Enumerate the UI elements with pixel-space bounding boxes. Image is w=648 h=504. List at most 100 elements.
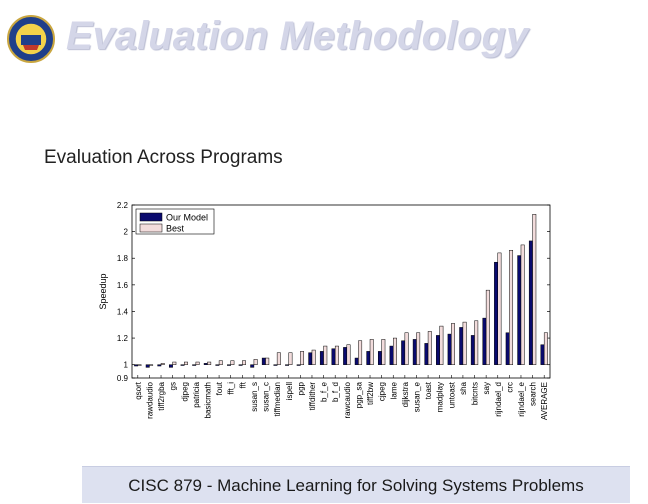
- footer-text: CISC 879 - Machine Learning for Solving …: [128, 476, 584, 495]
- y-axis-label: Speedup: [98, 273, 108, 309]
- bar-best: [439, 325, 444, 365]
- bar-our-model: [308, 352, 313, 365]
- x-tick-label: susan_e: [412, 381, 421, 412]
- x-tick-label: tiff2rgba: [157, 381, 166, 410]
- bar-best: [230, 360, 235, 365]
- university-seal-icon: [7, 15, 55, 63]
- x-tick-label: pgp_sa: [354, 381, 363, 408]
- bar-our-model: [285, 364, 290, 366]
- bar-our-model: [180, 364, 185, 366]
- bar-best: [462, 321, 467, 365]
- bar-best: [300, 351, 305, 365]
- bar-best: [532, 214, 537, 365]
- x-tick-label: rawcaudio: [343, 381, 352, 418]
- bar-our-model: [168, 364, 173, 368]
- speedup-chart: 0.9 1 1.2 1.4 1.6 1.8 2 2.2 Speedup qsort rawdaudi…: [96, 198, 564, 448]
- bar-best: [346, 344, 351, 365]
- x-tick-label: madplay: [436, 382, 445, 412]
- x-tick-label: rawdaudio: [145, 381, 154, 418]
- x-tick-label: fft: [238, 381, 247, 388]
- bar-our-model: [424, 343, 429, 365]
- y-tick-label: 1.2: [117, 334, 129, 343]
- y-tick-label: 1.4: [117, 307, 129, 316]
- x-tick-label: tiffmedian: [273, 382, 282, 417]
- x-tick-label: susan_c: [262, 382, 271, 412]
- bar-best: [393, 337, 397, 365]
- slide-subtitle: Evaluation Across Programs: [44, 147, 283, 168]
- x-tick-label: pgp: [296, 381, 305, 395]
- x-tick-label: gs: [169, 382, 178, 390]
- bar-best: [276, 352, 281, 365]
- bar-best: [149, 364, 154, 366]
- x-tick-label: rijndael_e: [517, 381, 526, 416]
- x-tick-label: b_f_e: [320, 381, 329, 402]
- bar-our-model: [459, 327, 464, 365]
- bar-best: [404, 332, 409, 365]
- x-tick-label: fft_i: [227, 382, 236, 395]
- bar-our-model: [331, 348, 336, 365]
- x-tick-label: untoast: [447, 381, 456, 408]
- bar-our-model: [238, 364, 243, 366]
- bar-best: [137, 364, 142, 366]
- bar-best: [543, 332, 548, 365]
- slide-title: Evaluation Methodology: [66, 14, 529, 58]
- y-tick-label: 1.6: [117, 281, 129, 290]
- bar-best: [207, 361, 212, 365]
- bar-best: [184, 361, 188, 365]
- bar-our-model: [436, 335, 440, 365]
- y-tick-label: 2.2: [117, 201, 129, 210]
- bar-best: [311, 349, 316, 365]
- x-tick-label: susan_s: [250, 382, 259, 412]
- bar-our-model: [145, 364, 150, 368]
- x-tick-label: dijkstra: [401, 381, 410, 407]
- bar-our-model: [505, 332, 510, 365]
- x-tick-label: patricia: [192, 381, 201, 407]
- bar-our-model: [273, 364, 278, 366]
- bar-best: [520, 244, 525, 365]
- bar-best: [160, 363, 165, 365]
- bar-our-model: [354, 357, 359, 365]
- bar-our-model: [192, 364, 197, 366]
- bar-best: [334, 345, 339, 365]
- x-tick-label: search: [529, 382, 538, 406]
- bar-best: [242, 360, 246, 365]
- bar-our-model: [366, 351, 371, 365]
- x-tick-label: bitcnts: [471, 382, 480, 405]
- x-tick-label: toast: [424, 381, 433, 399]
- x-tick-label: tiffdither: [308, 382, 317, 411]
- bar-best: [509, 249, 514, 365]
- bar-our-model: [250, 364, 255, 368]
- x-tick-label: b_f_d: [331, 382, 340, 402]
- chart-svg: 0.9 1 1.2 1.4 1.6 1.8 2 2.2 Speedup qsort rawdaudi…: [98, 201, 551, 420]
- bar-best: [451, 323, 455, 365]
- bar-our-model: [517, 255, 522, 365]
- bar-best: [474, 320, 479, 365]
- bar-our-model: [296, 364, 301, 366]
- y-tick-label: 1: [124, 361, 129, 370]
- y-tick-label: 1.8: [117, 254, 129, 263]
- bar-our-model: [470, 335, 475, 365]
- bar-our-model: [203, 363, 208, 365]
- bar-best: [253, 359, 258, 365]
- footer-bar: CISC 879 - Machine Learning for Solving …: [82, 466, 630, 503]
- legend-swatch-best: [139, 223, 163, 233]
- x-tick-label: fout: [215, 381, 224, 395]
- legend-label-our-model: Our Model: [166, 213, 208, 223]
- bar-our-model: [412, 339, 417, 365]
- x-tick-label: tiff2bw: [366, 382, 375, 405]
- y-tick-label: 2: [124, 228, 129, 237]
- bar-our-model: [494, 261, 499, 365]
- bar-our-model: [157, 364, 162, 367]
- bar-our-model: [261, 357, 266, 365]
- bar-our-model: [227, 364, 231, 366]
- bar-our-model: [482, 317, 487, 365]
- bar-best: [218, 360, 223, 365]
- bar-our-model: [134, 364, 139, 367]
- legend-label-best: Best: [166, 224, 185, 234]
- bar-our-model: [528, 240, 533, 365]
- bar-our-model: [343, 347, 348, 365]
- bar-best: [416, 332, 421, 365]
- legend-swatch-our-model: [139, 212, 163, 222]
- bar-best: [381, 339, 386, 365]
- x-tick-label: qsort: [134, 381, 143, 400]
